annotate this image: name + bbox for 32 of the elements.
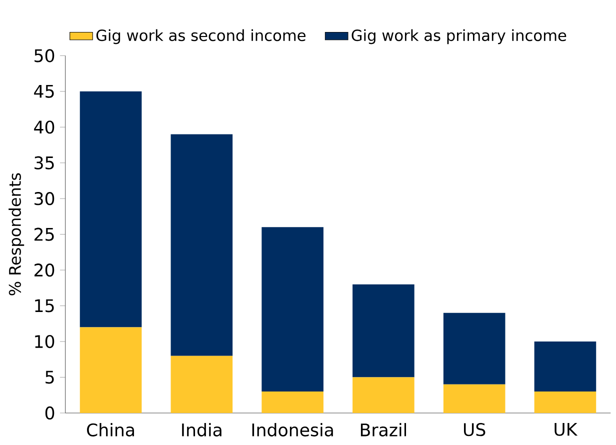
bar xyxy=(352,377,414,413)
y-tick-label: 15 xyxy=(35,299,54,312)
bar xyxy=(352,284,414,378)
y-tick-label: 0 xyxy=(45,406,54,420)
y-tick-label: 30 xyxy=(34,192,54,206)
y-tick-label: 50 xyxy=(34,49,54,62)
x-tick-label: UK xyxy=(554,423,578,436)
bar xyxy=(443,312,506,384)
y-tick-label: 45 xyxy=(34,84,54,98)
bar xyxy=(262,227,324,392)
bar xyxy=(80,327,142,413)
bar xyxy=(262,392,324,413)
bar xyxy=(534,392,596,413)
legend-label: Gig work as second income xyxy=(96,29,306,44)
bar xyxy=(170,356,233,413)
x-tick-label: US xyxy=(464,423,486,436)
y-tick-label: 5 xyxy=(46,370,54,384)
y-tick-label: 40 xyxy=(34,120,54,134)
x-tick-label: Indonesia xyxy=(252,423,333,436)
bar xyxy=(443,384,506,413)
x-tick-label: Brazil xyxy=(360,423,406,436)
bar xyxy=(80,91,142,328)
x-tick-label: China xyxy=(87,423,134,436)
y-tick-label: 25 xyxy=(34,228,54,241)
bar xyxy=(170,134,233,356)
y-tick-label: 20 xyxy=(34,264,54,277)
y-tick-label: 35 xyxy=(34,156,54,170)
y-tick-label: 10 xyxy=(35,334,54,348)
legend-label: Gig work as primary income xyxy=(352,29,566,44)
bar xyxy=(534,342,596,392)
y-axis-title: % Respondents xyxy=(8,173,24,296)
x-tick-label: India xyxy=(182,423,222,436)
